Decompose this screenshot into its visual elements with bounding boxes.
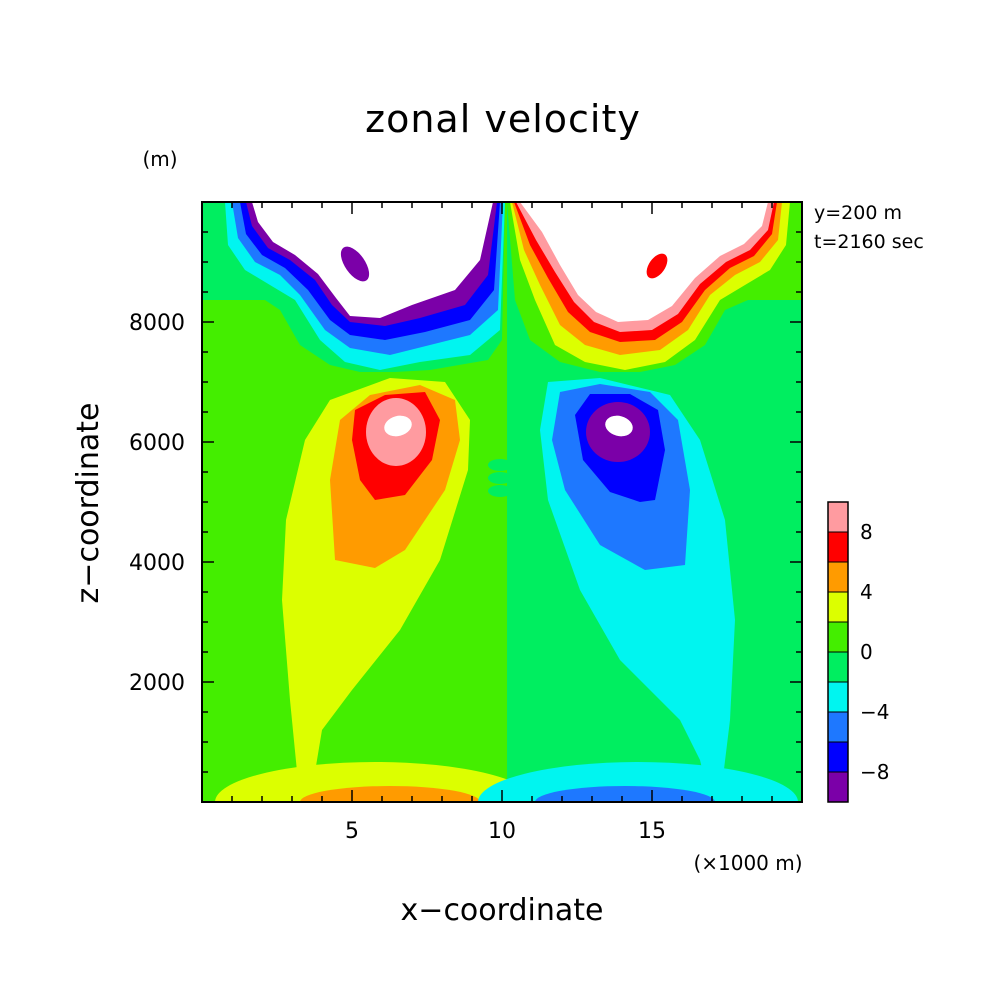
colorbar-swatch xyxy=(828,712,848,742)
annotation-t: t=2160 sec xyxy=(814,231,924,253)
contour-left-plume-core xyxy=(384,415,412,437)
colorbar-swatch xyxy=(828,592,848,622)
colorbar-swatch xyxy=(828,502,848,532)
contour-center-wiggle-a xyxy=(488,459,512,471)
colorbar-swatch xyxy=(828,652,848,682)
contour-field xyxy=(202,202,802,802)
contour-bottom-left-4 xyxy=(300,786,480,802)
axis-ticks xyxy=(202,202,802,802)
contour-center-wiggle-b xyxy=(488,472,512,484)
colorbar-swatch xyxy=(828,532,848,562)
x-axis-unit: (×1000 m) xyxy=(693,851,802,875)
colorbar-swatch xyxy=(828,622,848,652)
colorbar: −8 −4 0 4 8 xyxy=(827,501,889,803)
colorbar-swatch xyxy=(828,682,848,712)
colorbar-swatch xyxy=(828,772,848,802)
contour-right-plume-core xyxy=(605,415,633,437)
x-tick-labels: 5 10 15 xyxy=(345,819,666,844)
contour-upper-right-inner xyxy=(646,253,668,279)
chart-title: zonal velocity xyxy=(365,97,641,141)
contour-upper-left-core xyxy=(252,202,493,318)
colorbar-label: 4 xyxy=(860,580,873,604)
colorbar-label: −8 xyxy=(860,760,889,784)
colorbar-swatch xyxy=(828,562,848,592)
x-tick-label: 10 xyxy=(488,819,516,844)
y-axis-title: z−coordinate xyxy=(71,403,106,604)
colorbar-label: 0 xyxy=(860,640,873,664)
annotation-y: y=200 m xyxy=(814,202,902,224)
x-axis-title: x−coordinate xyxy=(401,893,604,928)
contour-bottom-right-6 xyxy=(535,786,715,802)
y-tick-label: 2000 xyxy=(129,671,185,696)
y-tick-label: 4000 xyxy=(129,551,185,576)
plot-area xyxy=(202,202,802,802)
y-tick-label: 8000 xyxy=(129,311,185,336)
contour-upper-left-inner xyxy=(340,246,370,282)
y-tick-labels: 2000 4000 6000 8000 xyxy=(129,311,185,696)
contour-center-wiggle-c xyxy=(488,485,512,497)
y-axis-unit: (m) xyxy=(142,147,177,171)
x-tick-label: 15 xyxy=(638,819,666,844)
colorbar-label: 8 xyxy=(860,520,873,544)
contour-upper-right-core xyxy=(520,202,768,322)
colorbar-swatch xyxy=(828,742,848,772)
y-tick-label: 6000 xyxy=(129,431,185,456)
x-tick-label: 5 xyxy=(345,819,359,844)
colorbar-label: −4 xyxy=(860,700,889,724)
